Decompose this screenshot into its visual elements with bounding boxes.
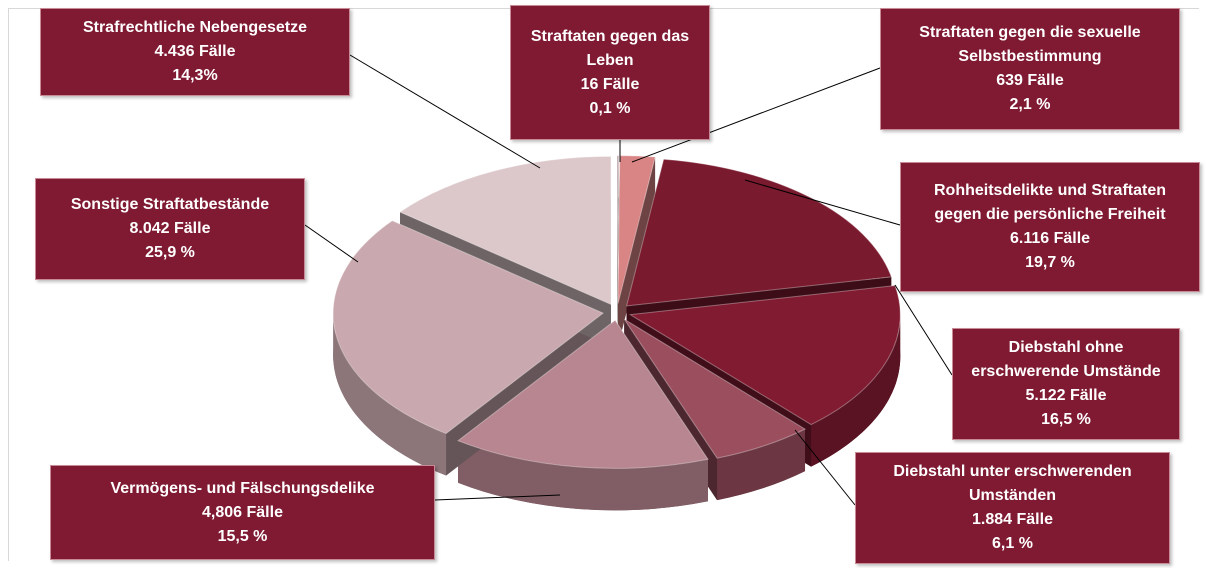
data-label: Rohheitsdelikte und Straftaten gegen die… — [900, 162, 1200, 292]
slice-wall — [618, 157, 656, 346]
label-percent: 25,9 % — [145, 244, 195, 261]
label-name: Diebstahl unter erschwerenden Umständen — [893, 463, 1132, 504]
label-name: Straftaten gegen die sexuelle Selbstbest… — [919, 24, 1141, 65]
label-count: 16 Fälle — [580, 75, 640, 93]
label-name: Strafrechtliche Nebengesetze — [82, 19, 308, 36]
label-percent: 0,1 % — [589, 99, 631, 117]
slice-wall — [617, 155, 619, 346]
leader-line — [744, 179, 901, 226]
slice-outer-wall — [458, 440, 708, 511]
slice — [628, 285, 901, 426]
label-count: 639 Fälle — [996, 72, 1064, 89]
slice — [398, 155, 612, 306]
label-count: 4.436 Fälle — [154, 43, 236, 60]
label-percent: 14,3% — [172, 67, 218, 84]
slice-outer-wall — [717, 429, 806, 501]
label-percent: 6,1 % — [992, 535, 1033, 552]
data-label: Diebstahl ohne erschwerende Umstände 5.12… — [952, 328, 1180, 440]
label-name: Sonstige Straftatbestände — [70, 196, 270, 213]
label-name: Diebstahl ohne erschwerende Umstände — [971, 339, 1161, 380]
data-label: Straftaten gegen das Leben 16 Fälle 0,1 % — [510, 5, 710, 140]
data-label: Sonstige Straftatbestände 8.042 Fälle 25,9… — [35, 178, 305, 280]
data-label: Strafrechtliche Nebengesetze 4.436 Fälle 1… — [40, 8, 350, 96]
slice — [332, 220, 605, 435]
label-count: 4,806 Fälle — [202, 503, 283, 521]
data-label: Diebstahl unter erschwerenden Umständen 1… — [855, 452, 1170, 564]
label-count: 8.042 Fälle — [129, 220, 211, 237]
leader-line — [794, 429, 856, 506]
leader-line — [894, 284, 953, 376]
label-count: 5.122 Fälle — [1025, 387, 1107, 404]
label-percent: 2,1 % — [1009, 96, 1051, 113]
label-percent: 15,5 % — [217, 527, 268, 545]
leader-line — [304, 224, 359, 263]
slice-outer-wall — [811, 314, 901, 467]
leader-line — [434, 494, 561, 501]
slice — [457, 319, 709, 469]
label-name: Vermögens- und Fälschungsdelike — [110, 479, 375, 497]
data-label: Vermögens- und Fälschungsdelike 4,806 Fäl… — [50, 465, 435, 560]
label-percent: 16,5 % — [1041, 411, 1091, 428]
slice-outer-wall — [333, 313, 447, 476]
slice — [616, 155, 620, 304]
data-label: Straftaten gegen die sexuelle Selbstbest… — [880, 8, 1180, 130]
leader-line — [631, 67, 881, 163]
slice — [625, 158, 893, 307]
label-count: 6.116 Fälle — [1009, 230, 1091, 247]
label-name: Straftaten gegen das Leben — [530, 27, 690, 69]
label-count: 1.884 Fälle — [972, 511, 1053, 528]
label-percent: 19,7 % — [1025, 254, 1075, 271]
leader-line — [349, 54, 541, 169]
slice — [623, 318, 807, 459]
label-name: Rohheitsdelikte und Straftaten gegen die… — [933, 182, 1167, 223]
